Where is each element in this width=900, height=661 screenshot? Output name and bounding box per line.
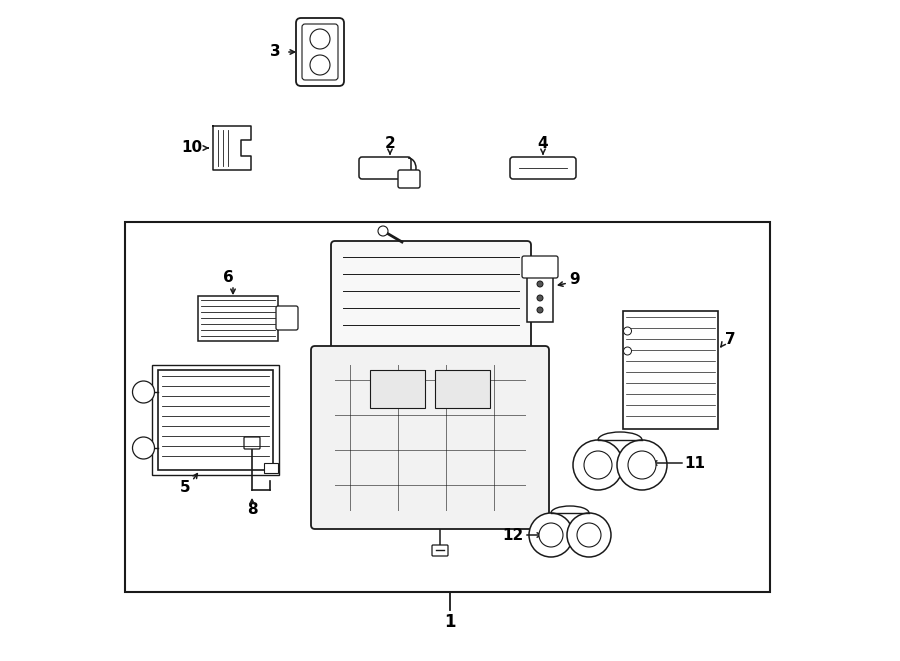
Circle shape <box>132 437 155 459</box>
FancyBboxPatch shape <box>398 170 420 188</box>
Circle shape <box>529 513 573 557</box>
FancyBboxPatch shape <box>276 306 298 330</box>
Bar <box>435 370 490 408</box>
Bar <box>370 370 425 408</box>
Bar <box>623 311 717 429</box>
FancyBboxPatch shape <box>296 18 344 86</box>
Text: 3: 3 <box>270 44 280 59</box>
Circle shape <box>617 440 667 490</box>
Circle shape <box>584 451 612 479</box>
Circle shape <box>537 307 543 313</box>
Circle shape <box>537 295 543 301</box>
Circle shape <box>577 523 601 547</box>
Text: 8: 8 <box>247 502 257 518</box>
FancyBboxPatch shape <box>522 256 558 278</box>
Circle shape <box>624 327 632 335</box>
FancyBboxPatch shape <box>432 545 448 556</box>
FancyBboxPatch shape <box>331 241 531 354</box>
Circle shape <box>624 347 632 355</box>
Circle shape <box>378 226 388 236</box>
Bar <box>151 365 278 475</box>
FancyBboxPatch shape <box>311 346 549 529</box>
Text: 10: 10 <box>182 141 202 155</box>
Circle shape <box>567 513 611 557</box>
Text: 5: 5 <box>180 481 190 496</box>
Bar <box>527 274 553 322</box>
FancyBboxPatch shape <box>359 157 411 179</box>
Circle shape <box>573 440 623 490</box>
Circle shape <box>537 281 543 287</box>
Bar <box>125 222 770 592</box>
Circle shape <box>132 381 155 403</box>
Text: 2: 2 <box>384 136 395 151</box>
Circle shape <box>310 55 330 75</box>
Text: 1: 1 <box>445 613 455 631</box>
FancyBboxPatch shape <box>510 157 576 179</box>
Circle shape <box>310 29 330 49</box>
Bar <box>264 463 278 473</box>
Text: 9: 9 <box>570 272 580 288</box>
Text: 11: 11 <box>685 455 706 471</box>
Text: 12: 12 <box>502 527 524 543</box>
Text: 7: 7 <box>724 332 735 348</box>
FancyBboxPatch shape <box>244 437 260 449</box>
Circle shape <box>628 451 656 479</box>
Circle shape <box>539 523 563 547</box>
FancyBboxPatch shape <box>302 24 338 80</box>
Text: 6: 6 <box>222 270 233 286</box>
Bar <box>198 295 278 340</box>
Bar <box>158 370 273 470</box>
Text: 4: 4 <box>537 136 548 151</box>
